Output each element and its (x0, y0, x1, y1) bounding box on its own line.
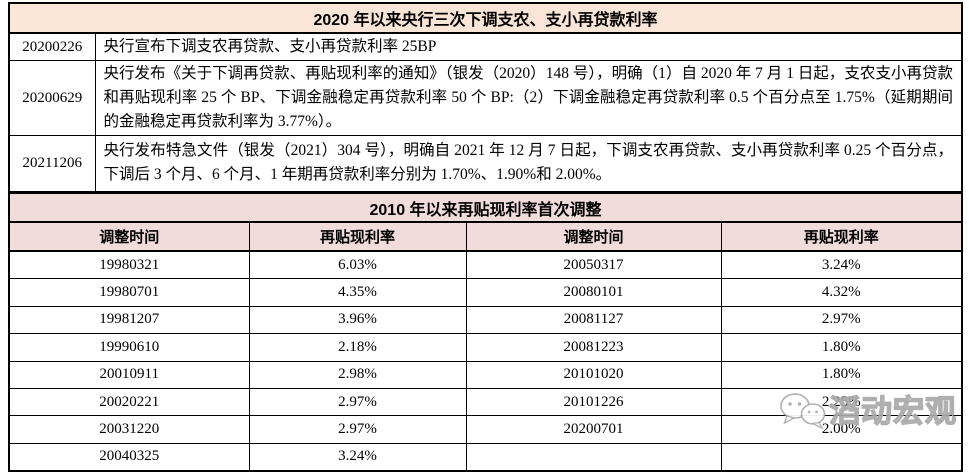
adjust-date: 20010911 (8, 360, 250, 389)
rediscount-rate: 2.25% (720, 387, 963, 417)
table-row: 19981207 3.96% 20081127 2.97% (8, 305, 963, 335)
adjust-date: 20040325 (8, 442, 250, 472)
adjust-date: 20200701 (465, 415, 722, 444)
table-row: 19980701 4.35% 20080101 4.32% (8, 278, 963, 307)
adjust-date: 20081127 (465, 305, 722, 335)
event-description: 央行宣布下调支农再贷款、支小再贷款利率 25BP (94, 32, 963, 61)
adjust-date: 20101020 (465, 360, 722, 389)
rediscount-rate: 2.97% (248, 387, 467, 417)
event-date: 20211206 (8, 135, 96, 192)
rediscount-rate: 2.00% (720, 415, 963, 444)
rediscount-rate: 4.35% (248, 278, 467, 307)
rediscount-rate (720, 442, 963, 472)
rediscount-rate-table: 2010 年以来再贴现利率首次调整 调整时间 再贴现利率 调整时间 再贴现利率 … (8, 192, 964, 472)
column-header-adjust-date-left: 调整时间 (8, 221, 250, 252)
adjust-date: 20101226 (465, 387, 722, 417)
rediscount-rate: 3.24% (720, 250, 963, 280)
adjust-date: 19980321 (8, 250, 250, 280)
rediscount-rate: 4.32% (720, 278, 963, 307)
rediscount-rate: 2.97% (248, 415, 467, 444)
rediscount-rate: 1.80% (720, 333, 963, 362)
table-header-row: 调整时间 再贴现利率 调整时间 再贴现利率 (8, 221, 963, 252)
relending-table-title: 2020 年以来央行三次下调支农、支小再贷款利率 (8, 2, 963, 34)
adjust-date: 20020221 (8, 387, 250, 417)
event-description: 央行发布特急文件（银发（2021）304 号），明确自 2021 年 12 月 … (94, 135, 963, 192)
relending-rate-table: 2020 年以来央行三次下调支农、支小再贷款利率 20200226 央行宣布下调… (8, 2, 964, 193)
adjust-date: 20031220 (8, 415, 250, 444)
table-row: 20010911 2.98% 20101020 1.80% (8, 360, 963, 389)
table-row: 20200629 央行发布《关于下调再贷款、再贴现利率的通知》（银发（2020）… (8, 60, 963, 136)
table-row: 20020221 2.97% 20101226 2.25% (8, 387, 963, 417)
adjust-date (465, 442, 722, 472)
column-header-rediscount-rate-right: 再贴现利率 (720, 221, 963, 252)
adjust-date: 19980701 (8, 278, 250, 307)
column-header-adjust-date-right: 调整时间 (465, 221, 722, 252)
table-row: 20211206 央行发布特急文件（银发（2021）304 号），明确自 202… (8, 135, 963, 192)
adjust-date: 20080101 (465, 278, 722, 307)
rediscount-rate: 1.80% (720, 360, 963, 389)
rediscount-rate: 3.24% (248, 442, 467, 472)
rediscount-rate: 3.96% (248, 305, 467, 335)
rediscount-table-title: 2010 年以来再贴现利率首次调整 (8, 192, 963, 223)
event-date: 20200226 (8, 32, 96, 61)
event-description: 央行发布《关于下调再贷款、再贴现利率的通知》（银发（2020）148 号），明确… (94, 60, 963, 136)
table-row: 20040325 3.24% (8, 442, 963, 472)
rediscount-rate: 2.18% (248, 333, 467, 362)
rediscount-rate: 6.03% (248, 250, 467, 280)
rediscount-rate: 2.98% (248, 360, 467, 389)
table-row: 20031220 2.97% 20200701 2.00% (8, 415, 963, 444)
adjust-date: 20050317 (465, 250, 722, 280)
adjust-date: 19990610 (8, 333, 250, 362)
adjust-date: 20081223 (465, 333, 722, 362)
adjust-date: 19981207 (8, 305, 250, 335)
event-date: 20200629 (8, 60, 96, 136)
rediscount-rate: 2.97% (720, 305, 963, 335)
column-header-rediscount-rate-left: 再贴现利率 (248, 221, 467, 252)
table-row: 19980321 6.03% 20050317 3.24% (8, 250, 963, 280)
table-row: 20200226 央行宣布下调支农再贷款、支小再贷款利率 25BP (8, 32, 963, 61)
table-row: 19990610 2.18% 20081223 1.80% (8, 333, 963, 362)
